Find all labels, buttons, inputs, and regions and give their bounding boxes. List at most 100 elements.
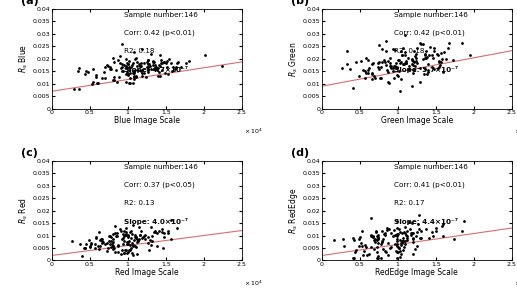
Point — [102, 241, 111, 246]
Point — [128, 62, 136, 67]
Point — [125, 80, 133, 85]
Point — [147, 225, 156, 229]
Y-axis label: $R_s$ Red: $R_s$ Red — [18, 197, 30, 224]
Point — [109, 237, 117, 242]
Point — [376, 65, 385, 69]
Point — [118, 231, 127, 236]
Point — [370, 247, 378, 252]
Text: (a): (a) — [21, 0, 39, 6]
Point — [373, 234, 381, 239]
Y-axis label: $R_s$ Blue: $R_s$ Blue — [18, 44, 30, 73]
Point — [111, 249, 119, 254]
Point — [124, 72, 132, 76]
Point — [114, 58, 122, 63]
Point — [150, 59, 159, 64]
Point — [406, 233, 415, 237]
Point — [109, 240, 117, 244]
Point — [157, 60, 165, 65]
Point — [422, 49, 430, 53]
Point — [166, 218, 175, 223]
Point — [94, 244, 102, 248]
Point — [384, 80, 392, 84]
Point — [124, 250, 132, 255]
Point — [142, 75, 150, 80]
Point — [430, 67, 438, 71]
Point — [122, 230, 130, 234]
Point — [404, 64, 413, 68]
Point — [136, 64, 145, 68]
Point — [401, 231, 409, 235]
Point — [124, 66, 132, 70]
Point — [163, 229, 172, 233]
Point — [437, 224, 446, 229]
Point — [439, 70, 447, 75]
Point — [389, 228, 398, 232]
Point — [153, 67, 161, 72]
Point — [82, 242, 90, 246]
Point — [444, 45, 452, 50]
Point — [126, 235, 134, 240]
Point — [143, 59, 151, 64]
Point — [434, 53, 443, 57]
Point — [98, 240, 107, 244]
Point — [400, 245, 408, 250]
Point — [160, 60, 168, 65]
Point — [400, 230, 408, 234]
Point — [371, 237, 379, 241]
Point — [415, 212, 423, 217]
Point — [401, 61, 409, 65]
Point — [385, 63, 393, 68]
Point — [154, 66, 162, 71]
Point — [397, 242, 405, 247]
Point — [368, 77, 376, 82]
Point — [374, 237, 383, 242]
Point — [374, 233, 382, 238]
Point — [126, 248, 134, 253]
Point — [375, 43, 384, 47]
Point — [117, 229, 126, 233]
Point — [373, 250, 382, 254]
Point — [397, 49, 405, 54]
Point — [114, 242, 122, 247]
Point — [75, 66, 83, 71]
Point — [399, 46, 407, 51]
Point — [143, 64, 151, 69]
Point — [372, 230, 381, 234]
Point — [349, 86, 357, 90]
Point — [116, 53, 124, 58]
Point — [421, 53, 430, 58]
Point — [397, 251, 405, 256]
Point — [158, 226, 166, 231]
Point — [405, 66, 413, 71]
Point — [92, 75, 100, 79]
Point — [144, 64, 153, 69]
Point — [342, 48, 351, 53]
Text: Slope: 4.0×10⁻⁷: Slope: 4.0×10⁻⁷ — [124, 218, 188, 225]
Point — [123, 70, 131, 75]
Point — [137, 61, 145, 66]
Point — [429, 53, 437, 58]
Point — [156, 64, 164, 69]
Point — [361, 75, 369, 80]
Point — [93, 235, 101, 239]
Point — [386, 63, 394, 68]
Point — [154, 74, 162, 79]
Point — [132, 74, 141, 79]
Point — [129, 223, 137, 228]
Point — [390, 64, 398, 68]
Point — [409, 236, 418, 241]
Point — [95, 229, 103, 234]
Point — [352, 59, 360, 64]
Point — [81, 246, 89, 251]
Point — [152, 66, 160, 70]
Point — [399, 239, 407, 244]
Point — [424, 61, 433, 66]
Point — [378, 240, 386, 245]
Point — [426, 44, 434, 49]
Point — [367, 216, 375, 221]
Point — [436, 51, 445, 56]
Point — [160, 60, 168, 65]
Point — [410, 59, 419, 64]
Point — [363, 57, 372, 62]
Point — [346, 66, 354, 71]
